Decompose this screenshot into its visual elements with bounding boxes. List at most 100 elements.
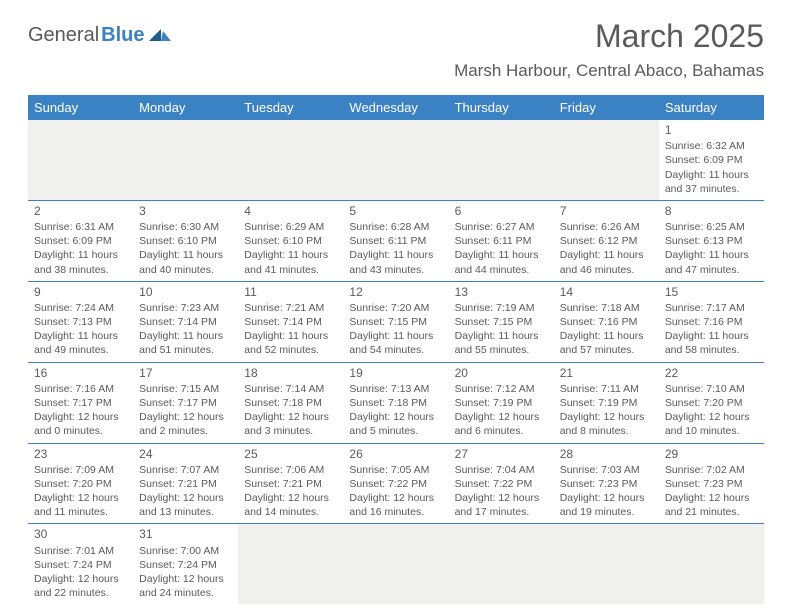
day-number: 13	[455, 284, 548, 300]
weeks: 1Sunrise: 6:32 AMSunset: 6:09 PMDaylight…	[28, 120, 764, 604]
sunset-text: Sunset: 7:22 PM	[455, 477, 548, 491]
empty-cell	[343, 120, 448, 200]
day-number: 4	[244, 203, 337, 219]
logo-text-2: Blue	[101, 24, 144, 47]
sunset-text: Sunset: 6:09 PM	[34, 234, 127, 248]
day-cell: 26Sunrise: 7:05 AMSunset: 7:22 PMDayligh…	[343, 444, 448, 524]
day-number: 19	[349, 365, 442, 381]
day-cell: 25Sunrise: 7:06 AMSunset: 7:21 PMDayligh…	[238, 444, 343, 524]
day-cell: 7Sunrise: 6:26 AMSunset: 6:12 PMDaylight…	[554, 201, 659, 281]
sunrise-text: Sunrise: 6:27 AM	[455, 220, 548, 234]
sunset-text: Sunset: 7:13 PM	[34, 315, 127, 329]
day-number: 12	[349, 284, 442, 300]
day-number: 14	[560, 284, 653, 300]
sunrise-text: Sunrise: 6:25 AM	[665, 220, 758, 234]
daylight2-text: and 10 minutes.	[665, 424, 758, 438]
empty-cell	[449, 120, 554, 200]
daylight2-text: and 2 minutes.	[139, 424, 232, 438]
day-number: 17	[139, 365, 232, 381]
empty-cell	[659, 524, 764, 604]
daylight2-text: and 37 minutes.	[665, 182, 758, 196]
sunrise-text: Sunrise: 7:11 AM	[560, 382, 653, 396]
flag-icon	[149, 25, 171, 46]
day-number: 7	[560, 203, 653, 219]
daylight1-text: Daylight: 12 hours	[560, 410, 653, 424]
daylight2-text: and 55 minutes.	[455, 343, 548, 357]
day-cell: 28Sunrise: 7:03 AMSunset: 7:23 PMDayligh…	[554, 444, 659, 524]
day-header: Friday	[554, 95, 659, 120]
day-cell: 12Sunrise: 7:20 AMSunset: 7:15 PMDayligh…	[343, 282, 448, 362]
day-header: Thursday	[449, 95, 554, 120]
title-block: March 2025 Marsh Harbour, Central Abaco,…	[454, 18, 764, 81]
day-cell: 15Sunrise: 7:17 AMSunset: 7:16 PMDayligh…	[659, 282, 764, 362]
day-header: Saturday	[659, 95, 764, 120]
day-number: 16	[34, 365, 127, 381]
daylight1-text: Daylight: 11 hours	[455, 248, 548, 262]
daylight2-text: and 14 minutes.	[244, 505, 337, 519]
daylight2-text: and 52 minutes.	[244, 343, 337, 357]
sunrise-text: Sunrise: 7:06 AM	[244, 463, 337, 477]
empty-cell	[449, 524, 554, 604]
day-cell: 2Sunrise: 6:31 AMSunset: 6:09 PMDaylight…	[28, 201, 133, 281]
daylight1-text: Daylight: 12 hours	[139, 491, 232, 505]
daylight1-text: Daylight: 11 hours	[34, 248, 127, 262]
sunrise-text: Sunrise: 7:05 AM	[349, 463, 442, 477]
sunrise-text: Sunrise: 7:10 AM	[665, 382, 758, 396]
daylight1-text: Daylight: 11 hours	[560, 329, 653, 343]
day-number: 30	[34, 526, 127, 542]
sunset-text: Sunset: 7:23 PM	[560, 477, 653, 491]
day-cell: 13Sunrise: 7:19 AMSunset: 7:15 PMDayligh…	[449, 282, 554, 362]
day-cell: 21Sunrise: 7:11 AMSunset: 7:19 PMDayligh…	[554, 363, 659, 443]
daylight2-text: and 54 minutes.	[349, 343, 442, 357]
month-title: March 2025	[454, 18, 764, 55]
day-number: 11	[244, 284, 337, 300]
day-number: 6	[455, 203, 548, 219]
daylight1-text: Daylight: 12 hours	[560, 491, 653, 505]
empty-cell	[28, 120, 133, 200]
sunrise-text: Sunrise: 7:04 AM	[455, 463, 548, 477]
day-cell: 20Sunrise: 7:12 AMSunset: 7:19 PMDayligh…	[449, 363, 554, 443]
sunrise-text: Sunrise: 7:13 AM	[349, 382, 442, 396]
day-number: 24	[139, 446, 232, 462]
day-number: 20	[455, 365, 548, 381]
daylight2-text: and 51 minutes.	[139, 343, 232, 357]
daylight2-text: and 46 minutes.	[560, 263, 653, 277]
day-number: 5	[349, 203, 442, 219]
location: Marsh Harbour, Central Abaco, Bahamas	[454, 61, 764, 81]
sunset-text: Sunset: 7:17 PM	[34, 396, 127, 410]
daylight1-text: Daylight: 12 hours	[34, 572, 127, 586]
empty-cell	[238, 120, 343, 200]
daylight2-text: and 49 minutes.	[34, 343, 127, 357]
daylight2-text: and 19 minutes.	[560, 505, 653, 519]
week-row: 1Sunrise: 6:32 AMSunset: 6:09 PMDaylight…	[28, 120, 764, 201]
sunrise-text: Sunrise: 7:21 AM	[244, 301, 337, 315]
sunrise-text: Sunrise: 6:26 AM	[560, 220, 653, 234]
day-cell: 9Sunrise: 7:24 AMSunset: 7:13 PMDaylight…	[28, 282, 133, 362]
sunrise-text: Sunrise: 6:30 AM	[139, 220, 232, 234]
sunrise-text: Sunrise: 7:14 AM	[244, 382, 337, 396]
daylight1-text: Daylight: 11 hours	[560, 248, 653, 262]
daylight1-text: Daylight: 11 hours	[244, 248, 337, 262]
sunset-text: Sunset: 7:20 PM	[665, 396, 758, 410]
week-row: 30Sunrise: 7:01 AMSunset: 7:24 PMDayligh…	[28, 524, 764, 604]
day-number: 15	[665, 284, 758, 300]
day-cell: 30Sunrise: 7:01 AMSunset: 7:24 PMDayligh…	[28, 524, 133, 604]
sunrise-text: Sunrise: 6:32 AM	[665, 139, 758, 153]
day-headers: SundayMondayTuesdayWednesdayThursdayFrid…	[28, 95, 764, 120]
day-cell: 18Sunrise: 7:14 AMSunset: 7:18 PMDayligh…	[238, 363, 343, 443]
sunrise-text: Sunrise: 7:17 AM	[665, 301, 758, 315]
sunset-text: Sunset: 7:21 PM	[139, 477, 232, 491]
day-cell: 5Sunrise: 6:28 AMSunset: 6:11 PMDaylight…	[343, 201, 448, 281]
sunset-text: Sunset: 7:24 PM	[34, 558, 127, 572]
day-number: 18	[244, 365, 337, 381]
daylight1-text: Daylight: 12 hours	[34, 491, 127, 505]
day-cell: 3Sunrise: 6:30 AMSunset: 6:10 PMDaylight…	[133, 201, 238, 281]
daylight2-text: and 13 minutes.	[139, 505, 232, 519]
daylight1-text: Daylight: 11 hours	[349, 329, 442, 343]
sunset-text: Sunset: 6:09 PM	[665, 153, 758, 167]
sunrise-text: Sunrise: 7:09 AM	[34, 463, 127, 477]
day-number: 9	[34, 284, 127, 300]
sunset-text: Sunset: 6:12 PM	[560, 234, 653, 248]
logo-text-1: General	[28, 24, 99, 47]
day-header: Wednesday	[343, 95, 448, 120]
